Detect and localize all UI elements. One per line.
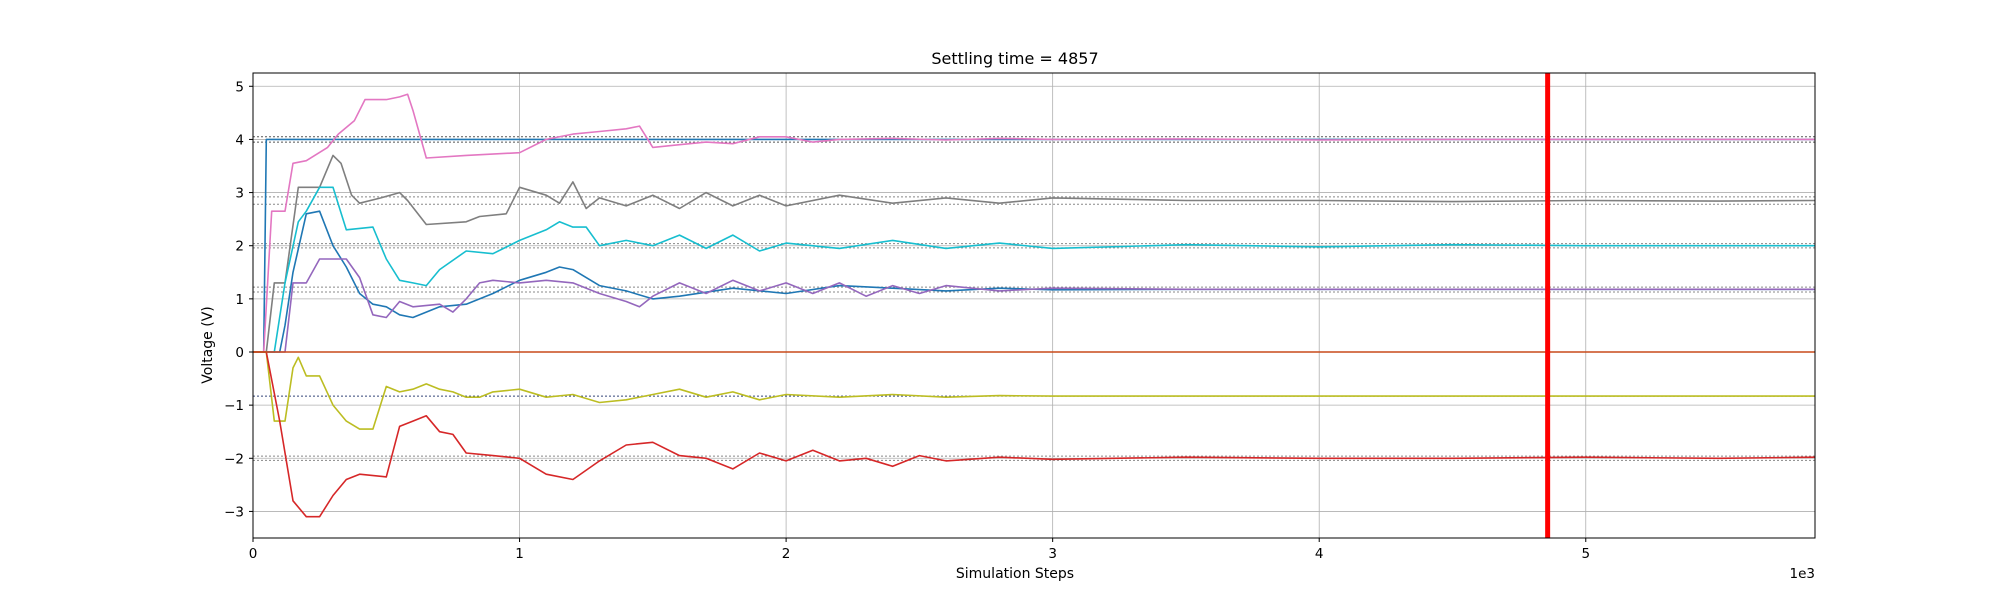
x-tick-label: 3 — [1048, 546, 1057, 562]
x-tick-label: 5 — [1581, 546, 1590, 562]
plot-frame — [252, 72, 1816, 539]
x-tick-label: 1 — [515, 546, 524, 562]
y-tick-label: 2 — [235, 239, 244, 255]
y-tick-label: 3 — [235, 186, 244, 202]
x-axis-multiplier: 1e3 — [1790, 566, 1815, 582]
series-line — [253, 258, 1815, 353]
grid — [252, 73, 1815, 538]
series-line — [253, 210, 1815, 353]
x-tick-label: 2 — [782, 546, 791, 562]
y-tick-label: 1 — [235, 292, 244, 308]
x-tick-label: 4 — [1315, 546, 1324, 562]
x-axis-ticks: 0 1 2 3 4 5 — [249, 538, 1590, 562]
y-tick-label: 5 — [235, 79, 244, 95]
series-line — [253, 93, 1815, 353]
y-axis-label: Voltage (V) — [200, 306, 216, 383]
series-line — [253, 351, 1815, 430]
series-group — [253, 93, 1816, 518]
x-axis-label: Simulation Steps — [956, 566, 1074, 582]
y-tick-label: −3 — [224, 504, 244, 520]
series-line — [253, 186, 1815, 353]
chart-title: Settling time = 4857 — [931, 49, 1098, 68]
y-tick-label: 4 — [235, 132, 244, 148]
series-line — [253, 154, 1816, 353]
y-tick-label: 0 — [235, 345, 244, 361]
series-line — [253, 351, 1816, 518]
y-tick-label: −1 — [224, 398, 244, 414]
y-axis-ticks: −3 −2 −1 0 1 2 3 4 5 — [224, 79, 253, 520]
x-tick-label: 0 — [249, 546, 258, 562]
y-tick-label: −2 — [224, 451, 244, 467]
